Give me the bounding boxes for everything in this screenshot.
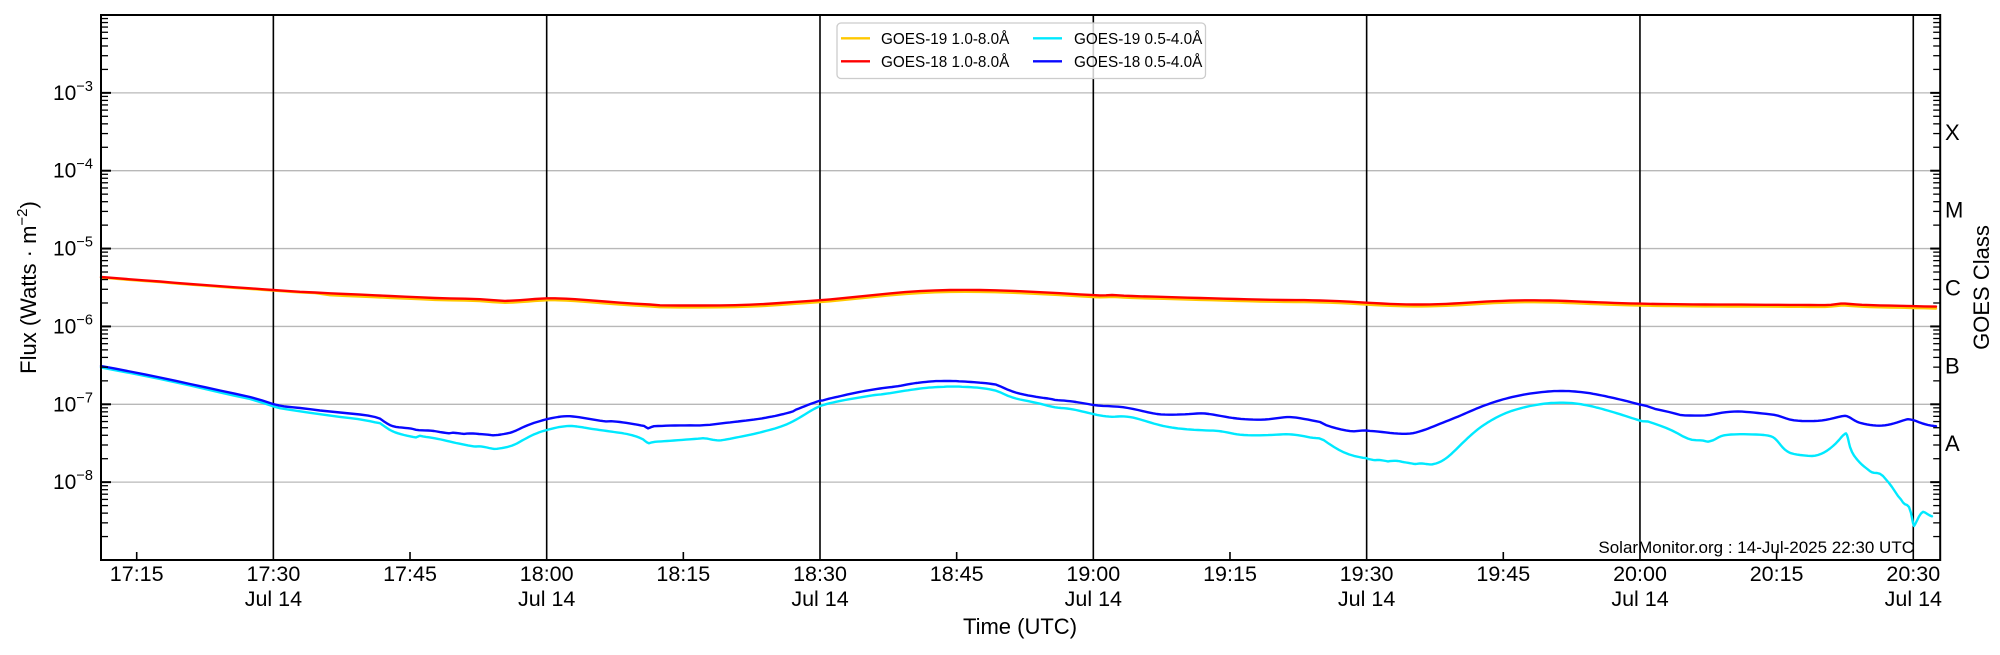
svg-text:20:30: 20:30 — [1886, 562, 1940, 586]
svg-text:17:30: 17:30 — [246, 562, 300, 586]
svg-text:GOES-18 0.5-4.0Å: GOES-18 0.5-4.0Å — [1074, 54, 1203, 71]
svg-text:20:15: 20:15 — [1750, 562, 1804, 586]
svg-text:Jul 14: Jul 14 — [518, 587, 575, 611]
svg-text:Jul 14: Jul 14 — [1611, 587, 1668, 611]
svg-text:GOES Class: GOES Class — [1969, 225, 1994, 350]
svg-text:C: C — [1945, 276, 1961, 301]
svg-text:18:45: 18:45 — [930, 562, 984, 586]
svg-text:Jul 14: Jul 14 — [245, 587, 302, 611]
svg-text:17:45: 17:45 — [383, 562, 437, 586]
svg-text:Time (UTC): Time (UTC) — [963, 614, 1077, 639]
svg-text:19:45: 19:45 — [1476, 562, 1530, 586]
svg-text:18:15: 18:15 — [656, 562, 710, 586]
svg-text:B: B — [1945, 353, 1960, 378]
svg-text:19:00: 19:00 — [1066, 562, 1120, 586]
svg-text:A: A — [1945, 431, 1960, 456]
svg-text:Jul 14: Jul 14 — [1065, 587, 1122, 611]
svg-text:GOES-19 1.0-8.0Å: GOES-19 1.0-8.0Å — [881, 31, 1010, 48]
svg-text:19:15: 19:15 — [1203, 562, 1257, 586]
svg-text:Jul 14: Jul 14 — [1885, 587, 1942, 611]
svg-text:GOES-19 0.5-4.0Å: GOES-19 0.5-4.0Å — [1074, 31, 1203, 48]
svg-text:19:30: 19:30 — [1340, 562, 1394, 586]
svg-text:20:00: 20:00 — [1613, 562, 1667, 586]
svg-text:Jul 14: Jul 14 — [1338, 587, 1395, 611]
svg-text:Flux (Watts · m−2): Flux (Watts · m−2) — [14, 201, 41, 374]
svg-text:X: X — [1945, 120, 1960, 145]
svg-text:M: M — [1945, 198, 1963, 223]
svg-text:GOES-18 1.0-8.0Å: GOES-18 1.0-8.0Å — [881, 54, 1010, 71]
svg-text:18:00: 18:00 — [520, 562, 574, 586]
svg-text:18:30: 18:30 — [793, 562, 847, 586]
svg-text:17:15: 17:15 — [110, 562, 164, 586]
svg-text:Jul 14: Jul 14 — [791, 587, 848, 611]
svg-text:SolarMonitor.org : 14-Jul-2025: SolarMonitor.org : 14-Jul-2025 22:30 UTC — [1598, 538, 1914, 557]
